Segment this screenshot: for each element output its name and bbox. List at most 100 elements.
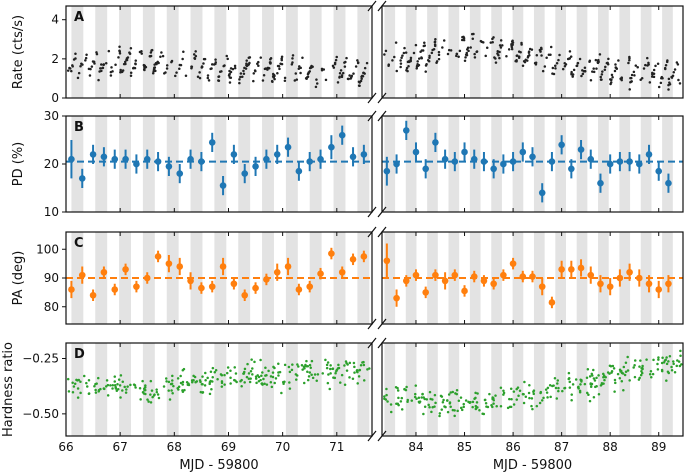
data-point bbox=[521, 392, 525, 396]
data-point bbox=[89, 291, 97, 299]
data-point bbox=[548, 383, 552, 387]
data-point bbox=[72, 58, 76, 61]
data-point bbox=[361, 361, 364, 364]
data-point bbox=[638, 365, 641, 368]
data-point bbox=[125, 388, 128, 391]
data-point bbox=[488, 392, 491, 396]
data-point bbox=[455, 392, 459, 396]
data-point bbox=[673, 370, 677, 374]
data-point bbox=[129, 74, 133, 77]
data-point bbox=[567, 377, 570, 381]
data-point bbox=[256, 62, 259, 66]
data-point bbox=[76, 387, 80, 390]
data-point bbox=[288, 381, 291, 384]
data-point bbox=[456, 409, 459, 413]
data-point bbox=[71, 381, 74, 385]
data-point bbox=[139, 398, 142, 401]
data-point bbox=[585, 391, 589, 395]
data-point bbox=[218, 70, 222, 74]
data-point bbox=[302, 381, 306, 385]
data-point bbox=[440, 408, 444, 411]
data-point bbox=[208, 382, 211, 386]
data-point bbox=[151, 71, 155, 75]
data-point bbox=[571, 383, 575, 386]
panel-letter: C bbox=[74, 236, 84, 251]
data-point bbox=[620, 369, 623, 373]
y-axis-title: Hardness ratio bbox=[1, 342, 16, 437]
data-point bbox=[233, 366, 236, 369]
data-point bbox=[206, 74, 210, 77]
data-point bbox=[176, 263, 184, 270]
data-point bbox=[350, 74, 354, 78]
shade-band bbox=[166, 6, 179, 98]
data-point bbox=[455, 52, 459, 56]
data-point bbox=[535, 404, 539, 408]
data-point bbox=[349, 256, 357, 263]
data-point bbox=[665, 280, 672, 288]
data-point bbox=[448, 402, 452, 405]
data-point bbox=[68, 286, 75, 293]
panel-c: 80 90 100 PA (deg) C bbox=[11, 226, 684, 330]
data-point bbox=[632, 366, 635, 369]
data-point bbox=[85, 53, 88, 56]
data-point bbox=[449, 49, 453, 52]
data-point bbox=[652, 75, 656, 79]
panel-frame bbox=[381, 231, 684, 325]
data-point bbox=[410, 399, 414, 402]
data-point bbox=[384, 49, 388, 53]
data-point bbox=[198, 158, 205, 165]
data-point bbox=[626, 158, 633, 165]
data-point bbox=[403, 46, 406, 50]
data-point bbox=[438, 414, 441, 418]
data-point bbox=[143, 155, 151, 163]
data-point bbox=[120, 70, 124, 74]
data-point bbox=[678, 364, 682, 368]
data-point bbox=[604, 65, 607, 69]
data-point bbox=[515, 60, 518, 63]
data-point bbox=[269, 380, 273, 384]
data-point bbox=[600, 73, 604, 76]
data-point bbox=[79, 64, 82, 68]
shade-band bbox=[71, 116, 84, 212]
shade-band bbox=[166, 343, 179, 436]
data-point bbox=[592, 70, 596, 74]
data-point bbox=[114, 387, 118, 390]
data-point bbox=[243, 381, 246, 384]
data-point bbox=[628, 88, 631, 91]
x-tick-label: 67 bbox=[113, 440, 128, 454]
data-point bbox=[124, 391, 128, 394]
data-point bbox=[495, 405, 498, 408]
data-point bbox=[329, 364, 332, 367]
data-point bbox=[270, 79, 274, 83]
data-point bbox=[132, 383, 136, 386]
shade-band bbox=[142, 6, 155, 98]
data-point bbox=[339, 381, 342, 384]
data-point bbox=[238, 81, 241, 85]
data-point bbox=[131, 66, 135, 70]
data-point bbox=[84, 59, 87, 62]
data-point bbox=[465, 51, 469, 55]
shade-band bbox=[238, 343, 251, 436]
axis-break-mark bbox=[377, 110, 387, 122]
data-point bbox=[89, 67, 92, 71]
data-point bbox=[592, 377, 596, 380]
data-point bbox=[473, 56, 477, 59]
shade-band bbox=[469, 6, 481, 98]
shade-band bbox=[662, 116, 673, 212]
data-point bbox=[592, 67, 595, 70]
data-point bbox=[125, 57, 129, 60]
data-point bbox=[640, 371, 644, 375]
data-point bbox=[614, 63, 617, 66]
x-tick-label: 84 bbox=[408, 440, 423, 454]
data-point bbox=[581, 72, 585, 76]
shade-band bbox=[576, 343, 588, 436]
data-point bbox=[283, 79, 287, 83]
data-point bbox=[273, 151, 281, 158]
shade-band bbox=[357, 6, 370, 98]
data-point bbox=[459, 406, 463, 410]
data-point bbox=[476, 406, 479, 409]
data-point bbox=[404, 51, 408, 54]
data-point bbox=[329, 372, 332, 375]
data-point bbox=[485, 405, 488, 408]
data-point bbox=[644, 63, 647, 67]
